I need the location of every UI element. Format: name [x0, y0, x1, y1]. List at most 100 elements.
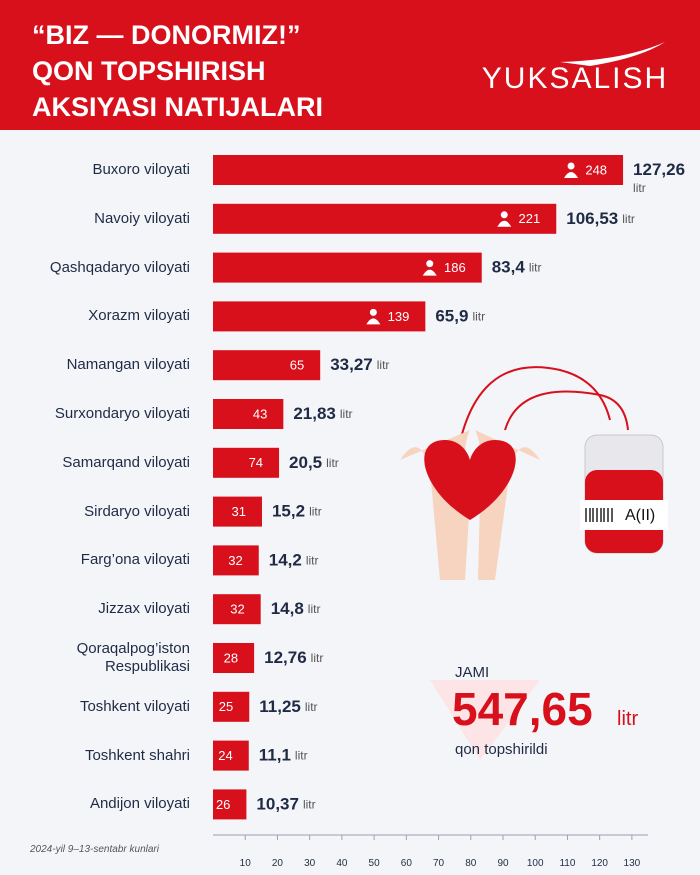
bar: [213, 643, 255, 673]
bar: [213, 789, 247, 820]
value-unit: litr: [377, 358, 390, 372]
bar: [213, 301, 426, 332]
bar: [213, 545, 259, 576]
value-label: 15,2 litr: [272, 502, 322, 521]
total-decor: [430, 680, 540, 760]
value-label: 11,1 litr: [259, 746, 308, 765]
category-label: Sirdaryo viloyati: [84, 502, 190, 520]
x-tick-label: 70: [433, 858, 445, 869]
value-label: 11,25 litr: [259, 697, 317, 716]
value-unit: litr: [308, 602, 321, 616]
title-line: AKSIYASI NATIJALARI: [32, 92, 323, 122]
bag-label: A(II): [625, 507, 655, 524]
value-number: 15,2: [272, 502, 305, 521]
value-unit: litr: [340, 407, 353, 421]
donor-count: 65: [290, 358, 304, 373]
value-number: 14,8: [271, 600, 304, 619]
donor-icon: [422, 269, 437, 276]
category-label: Qashqadaryo viloyati: [49, 258, 190, 276]
donor-count: 31: [232, 504, 246, 519]
title-line: “BIZ — DONORMIZ!”: [32, 20, 300, 50]
value-label: 12,76 litr: [264, 648, 323, 667]
category-label: Toshkent viloyati: [79, 697, 190, 715]
bar: [213, 155, 624, 185]
value-number: 127,26: [633, 160, 685, 179]
category-label: Namangan viloyati: [66, 356, 190, 374]
value-label: 14,8 litr: [271, 600, 321, 619]
donor-count: 43: [253, 406, 267, 421]
value-unit: litr: [303, 798, 316, 812]
donor-icon: [426, 260, 434, 268]
value-unit: litr: [326, 456, 339, 470]
value-number: 10,37: [256, 795, 299, 814]
illustration: [400, 366, 668, 580]
total-caption: qon topshirildi: [455, 741, 548, 758]
value-label: 14,2 litr: [269, 551, 319, 570]
value-number: 65,9: [435, 307, 468, 326]
donor-icon: [500, 211, 508, 219]
x-tick-label: 30: [304, 858, 316, 869]
value-number: 21,83: [293, 404, 336, 423]
logo-swoosh: [560, 42, 665, 66]
donor-count: 28: [224, 650, 238, 665]
x-tick-label: 120: [591, 858, 608, 869]
value-number: 20,5: [289, 453, 322, 472]
donor-count: 32: [230, 602, 244, 617]
logo: YUKSALISH: [482, 62, 668, 95]
bar: [213, 496, 262, 527]
value-unit: litr: [309, 505, 322, 519]
total-value: 547,65: [452, 683, 593, 735]
x-tick-label: 10: [240, 858, 252, 869]
bar: [213, 399, 284, 429]
total-label: JAMI: [455, 664, 489, 681]
bar: [213, 252, 482, 283]
x-tick-label: 50: [369, 858, 381, 869]
bar: [213, 203, 557, 234]
donor-icon: [497, 220, 512, 227]
x-tick-label: 40: [336, 858, 348, 869]
value-number: 33,27: [330, 356, 373, 375]
category-label: Toshkent shahri: [84, 746, 190, 764]
value-unit: litr: [306, 554, 319, 568]
x-tick-label: 60: [401, 858, 413, 869]
value-unit: litr: [311, 651, 324, 665]
category-label: Andijon viloyati: [89, 795, 190, 813]
x-tick-label: 130: [624, 858, 641, 869]
donor-count: 26: [216, 797, 230, 812]
title-line: QON TOPSHIRISH: [32, 56, 266, 86]
value-label: 21,83 litr: [293, 404, 352, 423]
category-label: Buxoro viloyati: [92, 161, 190, 178]
donor-icon: [564, 172, 579, 178]
donor-count: 32: [228, 553, 242, 568]
category-label: Farg’ona viloyati: [80, 551, 190, 569]
value-unit: litr: [472, 310, 485, 324]
category-label: Qoraqalpog’iston Respublikasi: [76, 640, 190, 675]
value-label: 20,5 litr: [289, 453, 339, 472]
x-tick-label: 90: [497, 858, 509, 869]
x-tick-label: 110: [559, 858, 575, 869]
value-unit: litr: [633, 181, 646, 195]
donor-count: 248: [585, 162, 607, 177]
x-tick-label: 100: [527, 858, 544, 869]
bar: [213, 740, 249, 771]
value-unit: litr: [295, 749, 308, 763]
donor-count: 139: [388, 309, 410, 324]
category-label: Samarqand viloyati: [62, 453, 190, 471]
category-label: Xorazm viloyati: [88, 307, 190, 325]
value-unit: litr: [305, 700, 318, 714]
donor-count: 25: [219, 699, 233, 714]
x-tick-label: 20: [272, 858, 284, 869]
value-label: 10,37 litr: [256, 795, 315, 814]
note: 2024-yil 9–13-sentabr kunlari: [29, 844, 160, 855]
value-number: 12,76: [264, 648, 307, 667]
donor-icon: [366, 318, 381, 325]
donor-count: 74: [249, 455, 263, 470]
value-label: 65,9 litr: [435, 307, 485, 326]
value-label: 127,26: [633, 160, 685, 179]
total-unit: litr: [617, 708, 638, 730]
donor-icon: [567, 162, 575, 170]
donor-count: 186: [444, 260, 466, 275]
bar: [213, 350, 321, 381]
